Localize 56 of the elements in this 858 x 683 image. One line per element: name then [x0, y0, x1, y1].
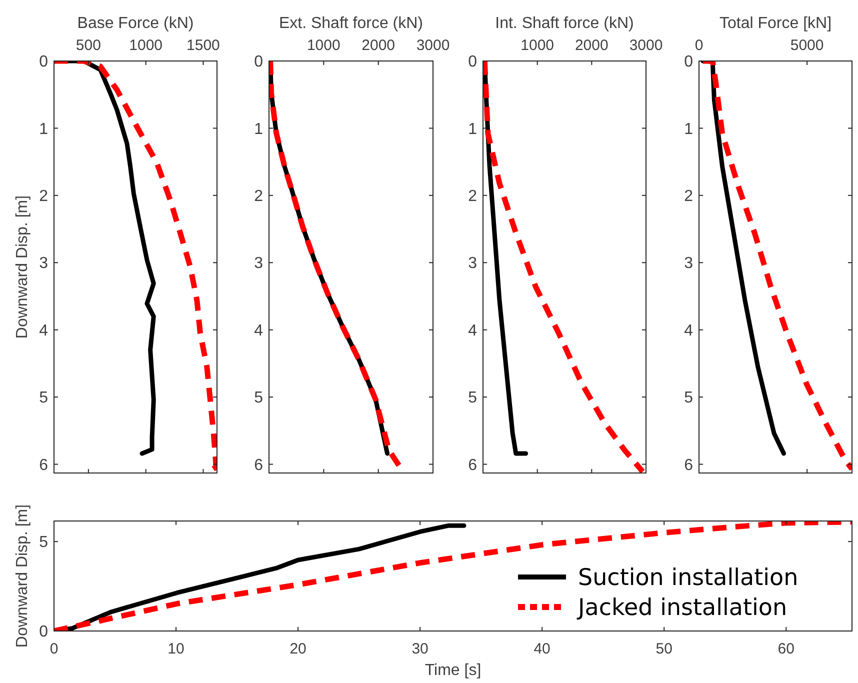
- x-tick-label: 10: [168, 640, 184, 658]
- x-tick-label: 30: [412, 640, 428, 658]
- y-tick-label: 1: [684, 120, 694, 138]
- x-tick-label: 1500: [186, 37, 220, 54]
- y-tick-label: 3: [468, 255, 478, 272]
- y-tick-label: 6: [254, 456, 264, 474]
- x-axis-title: Ext. Shaft force (kN): [278, 15, 424, 32]
- y-tick-label: 6: [684, 456, 694, 474]
- x-tick-label: 1000: [129, 37, 163, 54]
- y-tick-label: 6: [468, 456, 478, 474]
- x-axis-title: Base Force (kN): [77, 15, 194, 32]
- y-tick-label: 0: [254, 54, 264, 71]
- x-tick-label: 1000: [520, 37, 554, 54]
- y-tick-label: 2: [684, 188, 694, 206]
- x-tick-label: 3000: [416, 37, 450, 54]
- y-tick-label: 3: [39, 255, 48, 272]
- y-tick-label: 0: [39, 54, 48, 71]
- x-tick-label: 1000: [306, 37, 340, 54]
- y-tick-label: 2: [254, 188, 264, 206]
- y-tick-label: 0: [684, 54, 694, 71]
- y-tick-label: 0: [468, 54, 478, 71]
- y-tick-label: 4: [254, 322, 264, 340]
- y-tick-label: 6: [39, 456, 48, 474]
- y-tick-label: 2: [468, 188, 478, 206]
- y-tick-label: 5: [468, 390, 478, 407]
- y-tick-label: 5: [254, 390, 264, 407]
- x-tick-label: 60: [778, 640, 794, 658]
- y-tick-label: 5: [39, 534, 48, 552]
- x-tick-label: 50: [656, 640, 672, 658]
- x-tick-label: 20: [290, 640, 306, 658]
- legend-label: Suction installation: [578, 565, 798, 591]
- y-tick-label: 0: [39, 624, 48, 641]
- y-tick-label: 3: [684, 255, 694, 272]
- y-tick-label: 1: [468, 120, 478, 138]
- x-tick-label: 3000: [629, 37, 663, 54]
- legend-label: Jacked installation: [576, 595, 788, 621]
- y-tick-label: 1: [39, 120, 48, 138]
- x-tick-label: 40: [534, 640, 550, 658]
- x-tick-label: 2000: [362, 37, 396, 54]
- x-tick-label: 2000: [574, 37, 608, 54]
- x-tick-label: 5000: [790, 37, 824, 54]
- x-tick-label: 500: [76, 37, 101, 54]
- y-axis-title: Downward Disp. [m]: [14, 195, 31, 339]
- y-axis-title: Downward Disp. [m]: [14, 504, 31, 648]
- y-tick-label: 2: [39, 188, 48, 206]
- y-tick-label: 4: [39, 322, 48, 340]
- x-axis-title: Time [s]: [424, 662, 482, 679]
- y-tick-label: 5: [684, 390, 694, 407]
- x-axis-title: Int. Shaft force (kN): [495, 15, 634, 32]
- y-tick-label: 3: [254, 255, 264, 272]
- y-tick-label: 4: [468, 322, 478, 340]
- y-tick-label: 4: [684, 322, 694, 340]
- line-series: [700, 61, 786, 456]
- y-tick-label: 5: [39, 390, 48, 407]
- y-tick-label: 1: [254, 120, 264, 138]
- x-axis-title: Total Force [kN]: [719, 15, 832, 32]
